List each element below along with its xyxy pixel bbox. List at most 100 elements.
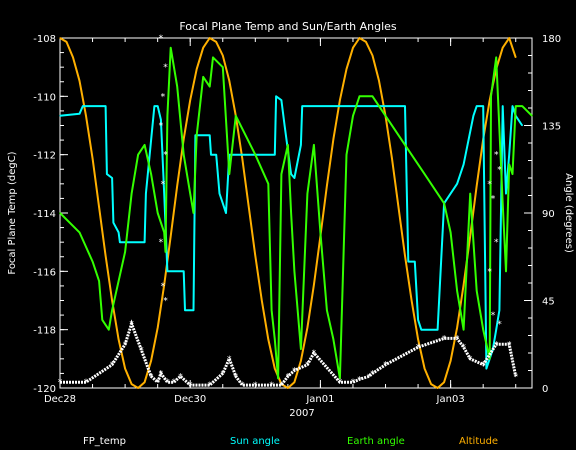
series-fp-temp-spikes-marker: *: [487, 180, 492, 190]
series-earth-angle-point: [212, 56, 214, 59]
y-axis-label-right: Angle (degrees): [563, 173, 574, 253]
x-tick-label: Dec30: [174, 394, 206, 405]
x-axis-label: 2007: [289, 408, 314, 419]
series-earth-angle-point: [166, 115, 169, 117]
x-tick-label: Dec28: [44, 394, 76, 405]
series-altitude-point: [463, 284, 465, 286]
series-fp-temp-marker: *: [165, 378, 170, 388]
series-fp-temp-marker: *: [351, 378, 356, 388]
series-sun-angle-point: [284, 124, 286, 127]
series-earth-angle-point: [423, 173, 426, 175]
series-earth-angle-point: [384, 115, 387, 117]
series-earth-angle-point: [505, 270, 507, 272]
series-earth-angle-point: [78, 231, 81, 234]
series-altitude-point: [117, 338, 120, 340]
series-altitude-point: [215, 41, 217, 43]
series-sun-angle-point: [485, 367, 488, 370]
series-earth-angle-point: [352, 115, 354, 117]
series-earth-angle-point: [209, 86, 211, 88]
series-sun-angle-point: [420, 329, 422, 331]
series-earth-angle-point: [463, 329, 465, 331]
series-altitude-point: [189, 99, 191, 101]
series-altitude-point: [59, 37, 61, 39]
series-altitude-point: [196, 68, 198, 70]
series-sun-angle-point: [463, 163, 465, 165]
series-sun-angle-point: [144, 241, 146, 243]
series-altitude-point: [248, 206, 250, 208]
series-fp-temp-marker: *: [338, 378, 343, 388]
series-sun-angle-point: [218, 192, 221, 195]
plot-frame: [59, 37, 533, 389]
series-altitude-point: [111, 299, 113, 302]
series-sun-angle-point: [404, 105, 406, 107]
series-earth-angle-point: [511, 173, 514, 175]
left-tick-label: -120: [33, 384, 56, 395]
series-fp-temp-marker: *: [84, 378, 89, 388]
series-altitude-point: [456, 327, 458, 329]
series-earth-angle-point: [443, 202, 445, 204]
series-altitude-point: [267, 338, 269, 340]
series-earth-angle-point: [111, 309, 113, 311]
right-tick-label: 45: [542, 297, 555, 308]
series-sun-angle-point: [502, 105, 504, 107]
series-earth-angle-point: [164, 251, 167, 253]
series-earth-angle-point: [270, 309, 273, 311]
series-altitude-point: [450, 360, 452, 362]
series-fp-temp-spikes-marker: *: [159, 122, 164, 132]
series-earth-angle-point: [293, 270, 295, 272]
series-earth-angle-point: [277, 377, 279, 379]
series-earth-angle-point: [502, 202, 504, 204]
series-fp-temp-marker: *: [367, 372, 372, 382]
series-fp-temp-marker: *: [172, 378, 177, 388]
series-sun-angle-point: [280, 99, 282, 101]
series-sun-angle-point: [106, 173, 108, 175]
right-tick-label: 180: [542, 34, 561, 45]
series-altitude-point: [72, 56, 74, 59]
series-earth-angle-point: [131, 192, 133, 195]
series-earth-angle-point: [319, 231, 322, 234]
series-fp-temp-spikes-marker: *: [161, 282, 166, 292]
series-fp-temp-band: [60, 319, 518, 387]
series-altitude-point: [176, 185, 178, 187]
series-sun-angle-point: [456, 183, 458, 185]
series-sun-angle-point: [225, 212, 227, 214]
series-earth-angle-point: [183, 154, 185, 156]
series-altitude-point: [313, 284, 315, 286]
series-altitude-point: [469, 235, 471, 237]
series-altitude-point: [131, 383, 133, 385]
left-tick-label: -118: [33, 326, 56, 337]
series-fp-temp-spikes-marker: *: [497, 320, 502, 330]
series-sun-angle-point: [59, 115, 61, 117]
series-earth-angle-point: [371, 95, 374, 97]
series-fp-temp-marker: *: [507, 340, 512, 350]
series-altitude-point: [391, 157, 393, 160]
series-altitude-point: [339, 99, 341, 101]
series-sun-angle-point: [170, 270, 172, 272]
series-sun-angle-point: [166, 270, 169, 272]
series-altitude-point: [476, 185, 478, 187]
series-altitude-point: [306, 327, 308, 329]
series-fp-temp-spikes-marker: *: [491, 194, 496, 204]
series-earth-angle-point: [202, 76, 204, 78]
series-fp-temp-spikes-marker: *: [161, 180, 166, 190]
series-fp-temp-marker: *: [279, 381, 284, 391]
series-earth-angle-point: [287, 144, 289, 146]
series-altitude-point: [209, 37, 211, 39]
series-altitude-point: [170, 235, 172, 237]
series-fp-temp-spikes-marker: *: [159, 238, 164, 248]
series-sun-angle-point: [111, 177, 113, 179]
series-sun-angle-point: [119, 241, 121, 243]
series-earth-angle-point: [157, 212, 159, 214]
series-altitude-point: [404, 255, 406, 257]
series-earth-angle-point: [515, 105, 517, 107]
series-earth-angle-point: [274, 338, 276, 340]
series-altitude-point: [443, 381, 445, 383]
series-sun-angle-point: [215, 154, 217, 156]
series-altitude-point: [274, 367, 276, 370]
series-altitude-point: [202, 47, 204, 49]
series-earth-angle-point: [101, 319, 103, 321]
series-sun-angle-point: [184, 309, 186, 311]
series-earth-angle-point: [313, 144, 315, 146]
series-earth-angle-point: [163, 231, 165, 234]
series-earth-angle-line: [59, 46, 533, 380]
